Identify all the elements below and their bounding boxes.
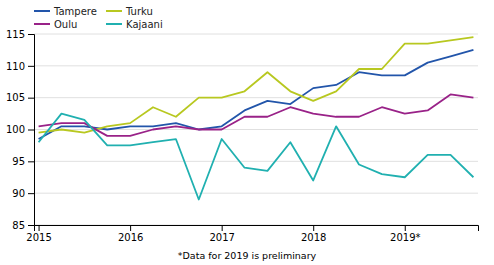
tick-label: 2016	[118, 232, 143, 243]
axis-line	[28, 35, 35, 226]
tick: 95	[12, 156, 34, 167]
tick-label: 2015	[26, 232, 51, 243]
tick-label: 105	[6, 92, 25, 103]
tick-mark	[28, 66, 34, 67]
series-line	[39, 94, 474, 135]
tick: 90	[12, 188, 34, 199]
tick-label: 110	[6, 61, 25, 72]
tick: 105	[6, 92, 34, 103]
series-group	[39, 37, 474, 199]
tick-mark	[130, 225, 131, 231]
tick-label: 2019*	[390, 232, 420, 243]
tick-mark	[39, 225, 40, 231]
tick-label: 95	[12, 156, 25, 167]
grid-line	[34, 161, 478, 162]
legend-swatch	[106, 23, 122, 25]
x-axis: 2015 2016 2017 2018 2019*	[26, 225, 478, 243]
tick-mark	[28, 130, 34, 131]
tick: 2015	[26, 225, 51, 243]
legend-item: Tampere	[34, 6, 97, 17]
legend-label: Turku	[125, 6, 153, 17]
tick-label: 100	[6, 124, 25, 135]
tick-mark	[28, 225, 34, 226]
legend-swatch	[34, 23, 50, 25]
grid-line	[34, 34, 478, 35]
legend-item: Kajaani	[106, 19, 163, 30]
tick-label: 90	[12, 188, 25, 199]
footnote: *Data for 2019 is preliminary	[178, 250, 317, 261]
legend-item: Oulu	[34, 19, 77, 30]
y-axis: 85 90 95 100 105 110 115	[6, 29, 35, 231]
tick-mark	[28, 98, 34, 99]
tick: 2019*	[390, 225, 420, 243]
legend-swatch	[34, 10, 50, 12]
tick-label: 85	[12, 220, 25, 231]
tick: 2018	[301, 225, 326, 243]
tick-mark	[28, 193, 34, 194]
plot-area: 2015 2016 2017 2018 2019* 85 90 95 100 105 110 115	[6, 29, 479, 243]
legend-label: Tampere	[53, 6, 97, 17]
grid-line	[34, 193, 478, 194]
tick: 110	[6, 61, 34, 72]
tick-mark	[405, 225, 406, 231]
tick-mark	[313, 225, 314, 231]
series-line	[39, 37, 474, 133]
axis-line	[35, 226, 479, 232]
series-line	[39, 114, 474, 200]
grid-line	[34, 97, 478, 98]
chart-container: 2015 2016 2017 2018 2019* 85 90 95 100 105 110 115 T…	[0, 0, 494, 265]
tick: 100	[6, 124, 34, 135]
tick-mark	[28, 34, 34, 35]
legend-swatch	[106, 10, 122, 12]
legend-label: Oulu	[54, 19, 77, 30]
legend-label: Kajaani	[126, 19, 163, 30]
tick-label: 2018	[301, 232, 326, 243]
tick-mark	[222, 225, 223, 231]
tick-mark	[28, 161, 34, 162]
grid	[34, 34, 478, 225]
tick-label: 2017	[209, 232, 234, 243]
tick-label: 115	[6, 29, 25, 40]
tick: 2016	[118, 225, 143, 243]
tick: 85	[12, 220, 34, 231]
legend-item: Turku	[106, 6, 153, 17]
grid-line	[34, 65, 478, 66]
chart-svg: 2015 2016 2017 2018 2019* 85 90 95 100 105 110 115 T…	[0, 0, 494, 265]
tick: 2017	[209, 225, 234, 243]
legend: Tampere Turku Oulu Kajaani	[34, 6, 163, 30]
tick: 115	[6, 29, 34, 40]
series-line	[39, 50, 474, 139]
